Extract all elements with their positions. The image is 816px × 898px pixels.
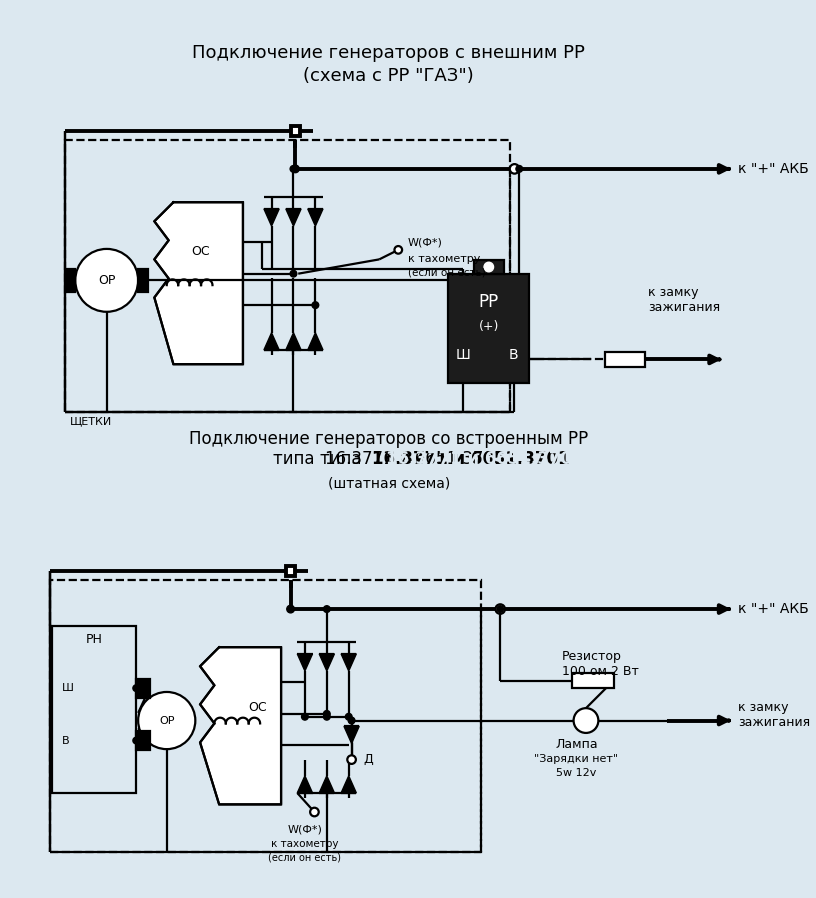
Polygon shape	[154, 202, 243, 365]
Circle shape	[302, 713, 308, 720]
Polygon shape	[286, 333, 301, 350]
Circle shape	[290, 165, 297, 172]
Circle shape	[323, 713, 330, 720]
Text: Резистор: Резистор	[562, 650, 622, 664]
Text: Ш: Ш	[62, 683, 73, 693]
Polygon shape	[297, 776, 313, 793]
Text: (если он есть): (если он есть)	[268, 853, 341, 863]
Text: (+): (+)	[479, 320, 499, 332]
Circle shape	[516, 165, 522, 172]
Text: типа: типа	[320, 451, 371, 469]
Text: зажигания: зажигания	[738, 716, 810, 729]
Bar	[66, 269, 75, 292]
Polygon shape	[319, 654, 335, 671]
Text: Подключение генераторов со встроенным РР: Подключение генераторов со встроенным РР	[189, 429, 588, 447]
Polygon shape	[308, 209, 323, 226]
Text: 100 ом 2 Вт: 100 ом 2 Вт	[562, 665, 639, 677]
Circle shape	[394, 246, 402, 253]
Text: ОР: ОР	[159, 716, 175, 726]
Text: 5w 12v: 5w 12v	[557, 768, 596, 778]
Polygon shape	[341, 654, 357, 671]
Text: зажигания: зажигания	[648, 301, 720, 313]
Text: к тахометру: к тахометру	[408, 254, 480, 264]
Text: к замку: к замку	[738, 700, 789, 714]
Text: ОР: ОР	[98, 274, 115, 286]
Text: ОС: ОС	[248, 700, 267, 714]
Polygon shape	[308, 333, 323, 350]
Polygon shape	[264, 209, 279, 226]
Circle shape	[574, 709, 598, 733]
Circle shape	[497, 606, 503, 612]
Bar	[473, 260, 504, 274]
Text: РН: РН	[86, 633, 103, 646]
Circle shape	[290, 270, 297, 277]
Circle shape	[286, 605, 295, 612]
Bar	[50, 580, 481, 852]
Text: 16.3771 и 6651.3701: 16.3771 и 6651.3701	[386, 451, 583, 469]
Text: Лампа: Лампа	[555, 738, 598, 751]
Text: РР: РР	[479, 294, 499, 312]
Circle shape	[133, 737, 140, 744]
Polygon shape	[448, 274, 529, 383]
Polygon shape	[200, 647, 281, 805]
Polygon shape	[297, 654, 313, 671]
Circle shape	[495, 604, 505, 614]
Polygon shape	[341, 776, 357, 793]
Bar	[605, 352, 645, 367]
Text: (схема с РР "ГАЗ"): (схема с РР "ГАЗ")	[304, 67, 474, 85]
Text: Ш: Ш	[455, 348, 471, 362]
Text: "Зарядки нет": "Зарядки нет"	[534, 753, 619, 763]
Bar	[572, 673, 614, 688]
Text: В: В	[62, 735, 69, 745]
Text: к тахометру: к тахометру	[271, 840, 339, 850]
Text: типа  16.3771 и 6651.3701: типа 16.3771 и 6651.3701	[273, 451, 504, 469]
Circle shape	[348, 718, 355, 724]
Text: ОС: ОС	[191, 245, 210, 259]
Text: Подключение генераторов с внешним РР: Подключение генераторов с внешним РР	[193, 44, 585, 62]
Circle shape	[348, 755, 356, 764]
Circle shape	[138, 692, 195, 749]
Bar	[52, 626, 136, 793]
Circle shape	[323, 606, 330, 612]
Circle shape	[484, 262, 494, 272]
Polygon shape	[264, 333, 279, 350]
Circle shape	[510, 164, 519, 173]
Circle shape	[291, 165, 299, 172]
Bar	[290, 126, 300, 136]
Text: (штатная схема): (штатная схема)	[327, 476, 450, 490]
Text: к "+" АКБ: к "+" АКБ	[738, 162, 809, 176]
Text: (если он есть): (если он есть)	[408, 268, 486, 277]
Text: ЩЕТКИ: ЩЕТКИ	[69, 417, 112, 427]
Text: к "+" АКБ: к "+" АКБ	[738, 602, 809, 616]
Bar	[138, 269, 148, 292]
Polygon shape	[286, 209, 301, 226]
Circle shape	[75, 249, 138, 312]
Circle shape	[323, 710, 330, 718]
Text: Д: Д	[363, 753, 373, 766]
Text: 16.3771 и 6651.3701: 16.3771 и 6651.3701	[371, 451, 569, 469]
Text: W(Ф*): W(Ф*)	[287, 824, 322, 834]
Bar	[136, 731, 149, 750]
Circle shape	[345, 713, 352, 720]
Polygon shape	[344, 726, 359, 744]
Polygon shape	[319, 776, 335, 793]
Text: W(Ф*): W(Ф*)	[408, 237, 442, 247]
Bar	[136, 679, 149, 698]
Circle shape	[312, 302, 319, 308]
Text: к замку: к замку	[648, 286, 698, 299]
Bar	[286, 567, 295, 576]
Circle shape	[133, 685, 140, 691]
Bar	[64, 140, 510, 412]
Text: В: В	[508, 348, 518, 362]
Circle shape	[310, 807, 319, 816]
